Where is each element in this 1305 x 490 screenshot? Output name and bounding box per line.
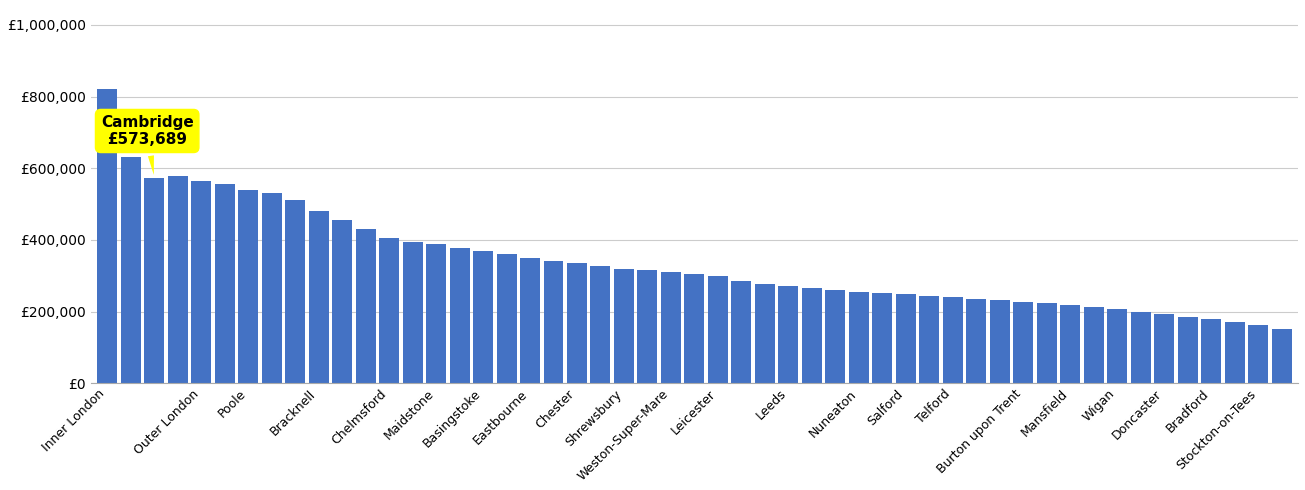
Bar [1060, 305, 1081, 383]
Bar [519, 258, 540, 383]
Bar [1083, 307, 1104, 383]
Bar [496, 254, 517, 383]
Bar [895, 294, 916, 383]
Bar [1107, 309, 1128, 383]
Bar [1013, 301, 1034, 383]
Bar [707, 276, 728, 383]
Bar [801, 288, 822, 383]
Bar [380, 238, 399, 383]
Bar [942, 297, 963, 383]
Bar [215, 184, 235, 383]
Bar [403, 242, 423, 383]
Bar [472, 251, 493, 383]
Bar [286, 200, 305, 383]
Bar [989, 300, 1010, 383]
Bar [1224, 322, 1245, 383]
Bar [637, 270, 658, 383]
Bar [966, 299, 987, 383]
Bar [848, 292, 869, 383]
Bar [684, 274, 705, 383]
Bar [543, 261, 564, 383]
Bar [754, 284, 775, 383]
Bar [239, 190, 258, 383]
Bar [778, 286, 799, 383]
Bar [427, 244, 446, 383]
Bar [168, 176, 188, 383]
Bar [333, 220, 352, 383]
Bar [1177, 317, 1198, 383]
Bar [1036, 303, 1057, 383]
Bar [1154, 314, 1175, 383]
Bar [590, 266, 611, 383]
Bar [1130, 312, 1151, 383]
Text: Cambridge
£573,689: Cambridge £573,689 [100, 115, 193, 175]
Bar [825, 290, 846, 383]
Bar [1201, 319, 1221, 383]
Bar [660, 272, 681, 383]
Bar [872, 293, 893, 383]
Bar [1248, 325, 1268, 383]
Bar [919, 296, 940, 383]
Bar [145, 178, 164, 383]
Bar [98, 89, 117, 383]
Bar [192, 181, 211, 383]
Bar [566, 263, 587, 383]
Bar [450, 248, 470, 383]
Bar [309, 211, 329, 383]
Bar [121, 157, 141, 383]
Bar [356, 229, 376, 383]
Bar [262, 194, 282, 383]
Bar [731, 281, 752, 383]
Bar [613, 269, 634, 383]
Bar [1271, 329, 1292, 383]
